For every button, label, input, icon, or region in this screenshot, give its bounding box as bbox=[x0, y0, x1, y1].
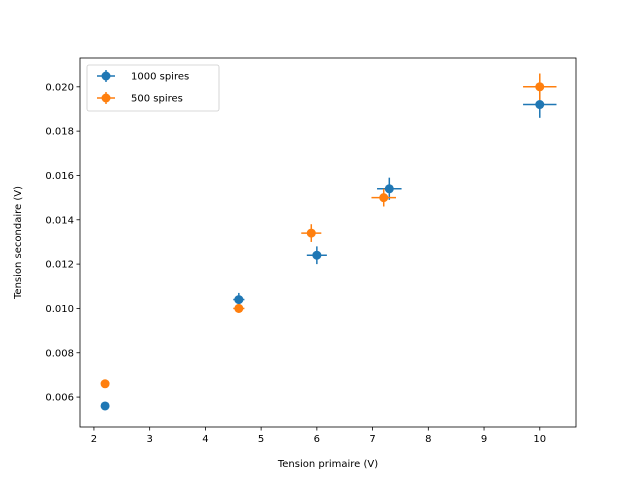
x-tick-label: 7 bbox=[369, 434, 375, 445]
axes-frame bbox=[79, 57, 577, 428]
y-tick-label: 0.010 bbox=[45, 304, 74, 315]
x-axis-label: Tension primaire (V) bbox=[277, 459, 378, 470]
x-tick-label: 5 bbox=[258, 434, 264, 445]
data-point bbox=[535, 82, 545, 92]
x-tick-label: 3 bbox=[146, 434, 152, 445]
plot-area bbox=[100, 73, 557, 411]
x-axis: 2 3 4 5 6 7 8 9 10 bbox=[91, 427, 546, 445]
legend: 1000 spires 500 spires bbox=[86, 64, 220, 112]
legend-label: 500 spires bbox=[131, 94, 183, 105]
data-point bbox=[234, 295, 244, 305]
data-point bbox=[100, 379, 110, 389]
x-tick-label: 6 bbox=[314, 434, 320, 445]
y-axis-label: Tension secondaire (V) bbox=[13, 186, 24, 300]
data-point bbox=[384, 184, 394, 194]
y-tick-label: 0.012 bbox=[45, 260, 74, 271]
y-tick-label: 0.018 bbox=[45, 127, 74, 138]
legend-box bbox=[86, 64, 220, 112]
x-tick-label: 10 bbox=[533, 434, 546, 445]
x-tick-label: 9 bbox=[481, 434, 487, 445]
legend-label: 1000 spires bbox=[131, 72, 189, 83]
y-tick-label: 0.006 bbox=[45, 393, 74, 404]
y-axis: 0.006 0.008 0.010 0.012 0.014 0.016 0.018 0.020 bbox=[45, 82, 80, 404]
y-tick-label: 0.016 bbox=[45, 171, 74, 182]
y-tick-label: 0.014 bbox=[45, 215, 74, 226]
x-tick-label: 4 bbox=[202, 434, 208, 445]
x-tick-label: 2 bbox=[91, 434, 97, 445]
data-point bbox=[535, 100, 545, 110]
data-point bbox=[312, 250, 322, 260]
y-tick-label: 0.020 bbox=[45, 82, 74, 93]
legend-marker bbox=[101, 71, 111, 81]
data-point bbox=[100, 401, 110, 411]
series-2 bbox=[100, 73, 557, 389]
y-tick-label: 0.008 bbox=[45, 348, 74, 359]
data-point bbox=[379, 193, 389, 203]
data-point bbox=[234, 303, 244, 313]
legend-marker bbox=[101, 93, 111, 103]
data-point bbox=[306, 228, 316, 238]
x-tick-label: 8 bbox=[425, 434, 431, 445]
